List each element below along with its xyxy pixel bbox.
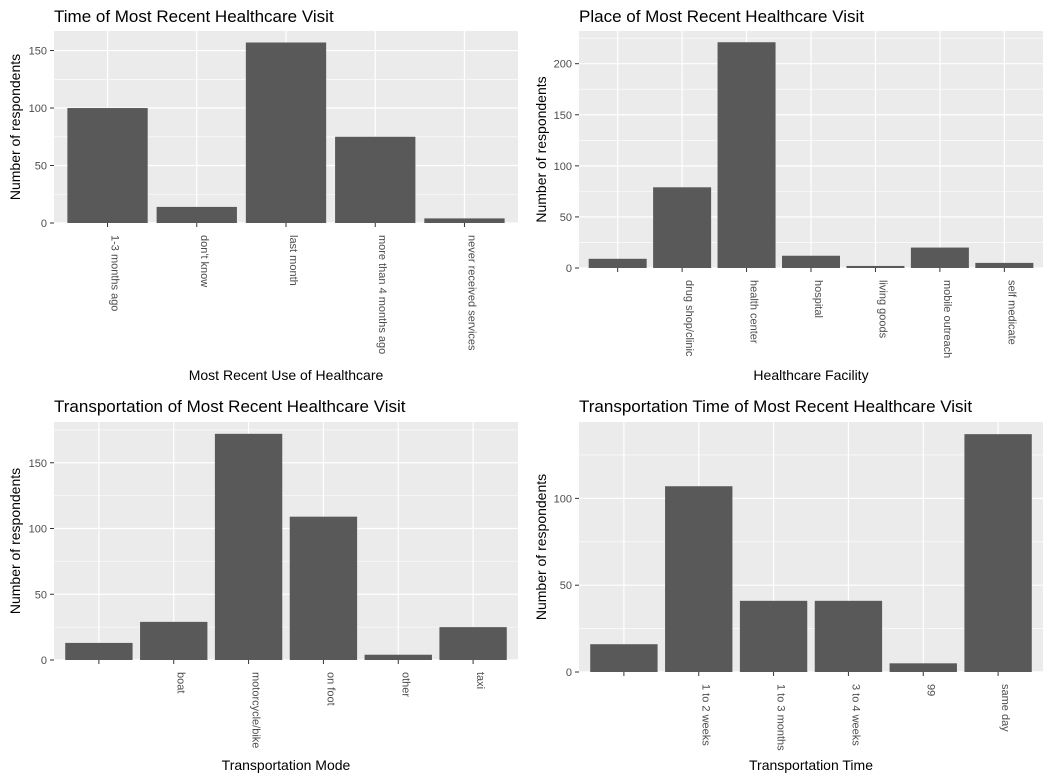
bar-same-day — [964, 434, 1032, 672]
bar-other — [364, 654, 432, 660]
bar-99 — [889, 663, 957, 672]
chart-title: Transportation of Most Recent Healthcare… — [54, 397, 406, 416]
y-tick-label: 100 — [29, 103, 47, 115]
chart-title: Place of Most Recent Healthcare Visit — [579, 7, 864, 26]
x-tick-label: same day — [999, 684, 1011, 732]
y-tick-label: 0 — [41, 218, 47, 230]
x-tick-label: more than 4 months ago — [376, 235, 388, 354]
x-tick-label: self medicate — [1005, 280, 1017, 345]
y-tick-label: 100 — [554, 161, 572, 173]
x-tick-label: mobile outreach — [941, 280, 953, 358]
bar-living-goods — [846, 265, 905, 268]
x-tick-label: last month — [287, 235, 299, 286]
bar-1-3-months-ago — [67, 108, 148, 223]
x-tick-label: on foot — [324, 672, 336, 706]
bar-self-medicate — [975, 262, 1034, 268]
chart-4: 0 50 100 1 to 2 weeks 1 to 3 months 3 to 4 we… — [533, 397, 1043, 773]
x-axis-title: Transportation Mode — [222, 757, 351, 773]
y-tick-label: 50 — [35, 161, 47, 173]
x-tick-label: don't know — [198, 235, 210, 287]
x-tick-label: 1 to 3 months — [775, 684, 787, 751]
x-tick-label: 1-3 months ago — [109, 235, 121, 311]
bar-1-to-3-months — [739, 600, 808, 672]
bar-hospital — [782, 255, 840, 268]
y-tick-label: 0 — [41, 655, 47, 667]
y-axis-title: Number of respondents — [533, 76, 549, 222]
bar-last-month — [245, 42, 327, 223]
y-tick-label: 50 — [560, 580, 572, 592]
chart-2: 0 50 100 150 200 drug shop/clinic health cente… — [533, 7, 1043, 383]
y-tick-label: 50 — [560, 212, 572, 224]
bar-never-received-services — [424, 218, 505, 223]
y-tick-label: 100 — [554, 493, 572, 505]
chart-3: 0 50 100 150 boat motorcycle/bike on foot other… — [7, 397, 518, 773]
x-tick-label: health center — [748, 280, 760, 344]
x-axis-title: Most Recent Use of Healthcare — [189, 367, 384, 383]
x-tick-label: taxi — [474, 672, 486, 689]
x-tick-label: 99 — [924, 684, 936, 696]
y-tick-label: 0 — [566, 667, 572, 679]
y-axis-title: Number of respondents — [7, 54, 23, 200]
y-axis-title: Number of respondents — [7, 468, 23, 614]
bar-more-than-4-months-ago — [335, 136, 416, 223]
chart-title: Transportation Time of Most Recent Healt… — [579, 397, 972, 416]
bar-boat — [140, 621, 208, 660]
x-tick-label: living goods — [876, 280, 888, 339]
y-axis-title: Number of respondents — [533, 474, 549, 620]
bar-drug-shop-clinic — [653, 187, 712, 268]
y-tick-label: 200 — [554, 59, 572, 71]
x-tick-label: motorcycle/bike — [250, 672, 262, 748]
x-axis-title: Transportation Time — [749, 757, 873, 773]
bar-on-foot — [289, 516, 358, 660]
y-tick-label: 150 — [29, 46, 47, 58]
x-tick-label: other — [399, 672, 411, 697]
bar-blank — [65, 642, 133, 660]
bar-blank — [588, 258, 647, 268]
bar-taxi — [439, 627, 507, 660]
x-tick-label: hospital — [812, 280, 824, 318]
y-tick-label: 150 — [29, 458, 47, 470]
y-tick-label: 50 — [35, 589, 47, 601]
x-axis-title: Healthcare Facility — [753, 367, 868, 383]
chart-1: 0 50 100 150 1-3 months ago don't know last mo… — [7, 7, 518, 383]
x-tick-label: 1 to 2 weeks — [700, 684, 712, 746]
chart-title: Time of Most Recent Healthcare Visit — [54, 7, 334, 26]
panel-background — [54, 422, 518, 660]
x-tick-label: 3 to 4 weeks — [849, 684, 861, 746]
bar-3-to-4-weeks — [814, 600, 883, 672]
y-tick-label: 100 — [29, 524, 47, 536]
bar-don-t-know — [156, 206, 237, 223]
bar-health-center — [717, 42, 776, 269]
y-tick-label: 0 — [566, 263, 572, 275]
bar-motorcycle-bike — [214, 433, 283, 660]
bar-blank — [590, 644, 658, 672]
bar-mobile-outreach — [910, 247, 969, 268]
y-tick-label: 150 — [554, 110, 572, 122]
bar-1-to-2-weeks — [665, 486, 733, 672]
x-tick-label: drug shop/clinic — [683, 280, 695, 357]
x-tick-label: never received services — [465, 235, 477, 351]
x-tick-label: boat — [175, 672, 187, 693]
